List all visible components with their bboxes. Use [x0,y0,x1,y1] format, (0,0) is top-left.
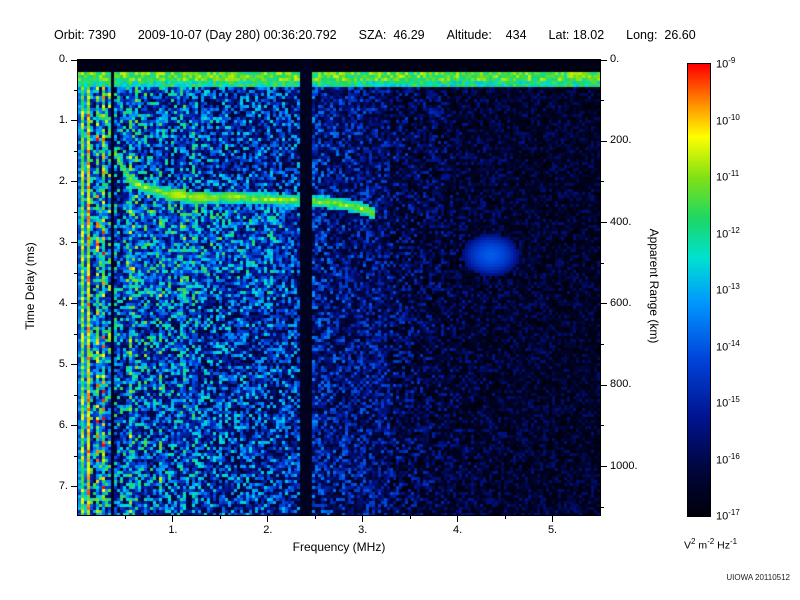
x-tick-label: 2. [263,524,273,536]
axis-tick [601,506,604,508]
axis-tick [74,333,77,335]
header-field: Orbit: 7390 [54,28,116,42]
axis-tick [601,262,604,264]
axis-tick [71,425,77,427]
axis-tick [362,516,364,522]
range-tick-label: 0. [610,53,620,65]
x-axis-label: Frequency (MHz) [292,540,386,554]
header-field: Lat: 18.02 [548,28,605,42]
y-axis-label-right: Apparent Range (km) [647,228,661,344]
x-tick-label: 1. [168,524,178,536]
axis-tick [314,516,316,519]
axis-tick [74,394,77,396]
axis-tick [71,59,77,61]
axis-tick [601,384,607,386]
y-tick-label: 1. [58,113,68,126]
axis-tick [71,486,77,488]
y-tick-label: 6. [58,418,68,431]
axis-tick [601,222,607,224]
axis-tick [71,120,77,122]
axis-tick [124,516,126,519]
y-tick-label: 4. [58,296,68,309]
axis-tick [172,516,174,522]
axis-tick [71,242,77,244]
spectrogram-canvas [77,59,601,516]
axis-tick [409,516,411,519]
header-field: 2009-10-07 (Day 280) 00:36:20.792 [137,28,337,42]
axis-tick [71,364,77,366]
header-field: Altitude: 434 [446,28,527,42]
axis-tick [601,344,604,346]
y-axis-label-left: Time Delay (ms) [23,242,37,330]
axis-tick [601,100,604,102]
colorbar-tick-label: 10-14 [716,338,740,354]
header-field: SZA: 46.29 [358,28,425,42]
axis-tick [601,466,607,468]
range-tick-label: 800. [610,378,632,391]
axis-tick [504,516,506,519]
header: Orbit: 7390 2009-10-07 (Day 280) 00:36:20… [54,28,696,42]
y-tick-label: 5. [58,357,68,370]
colorbar-tick-label: 10-17 [716,508,740,523]
range-tick-label: 200. [610,134,632,147]
y-tick-label: 0. [58,53,68,65]
colorbar-tick-label: 10-16 [716,451,740,467]
axis-tick [74,150,77,152]
credit-text: UIOWA 20110512 [726,573,790,582]
colorbar-tick-label: 10-9 [716,56,736,71]
axis-tick [601,140,607,142]
range-tick-label: 600. [610,296,632,309]
axis-tick [74,455,77,457]
axis-tick [74,272,77,274]
range-tick-label: 400. [610,215,632,228]
axis-tick [219,516,221,519]
colorbar [687,63,711,517]
colorbar-tick-label: 10-11 [716,169,740,184]
axis-tick [74,211,77,213]
x-tick-label: 4. [453,524,463,536]
x-tick-label: 5. [547,524,558,536]
colorbar-units-label: V2 m-2 Hz-1 [684,537,738,552]
axis-tick [601,59,607,61]
y-tick-label: 3. [58,235,68,248]
x-tick-label: 3. [358,524,368,536]
colorbar-tick-label: 10-15 [716,395,740,410]
axis-tick [601,181,604,183]
y-tick-label: 7. [58,479,68,492]
colorbar-tick-label: 10-12 [716,225,740,241]
axis-tick [552,516,554,522]
axis-tick [74,89,77,91]
header-field: Long: 26.60 [626,28,696,42]
axis-tick [267,516,269,522]
y-tick-label: 2. [58,174,68,187]
colorbar-tick-label: 10-10 [716,112,740,128]
axis-tick [71,303,77,305]
colorbar-tick-label: 10-13 [716,282,740,297]
axis-tick [601,425,604,427]
axis-tick [457,516,459,522]
range-tick-label: 1000. [610,459,638,472]
axis-tick [71,181,77,183]
axis-tick [601,303,607,305]
